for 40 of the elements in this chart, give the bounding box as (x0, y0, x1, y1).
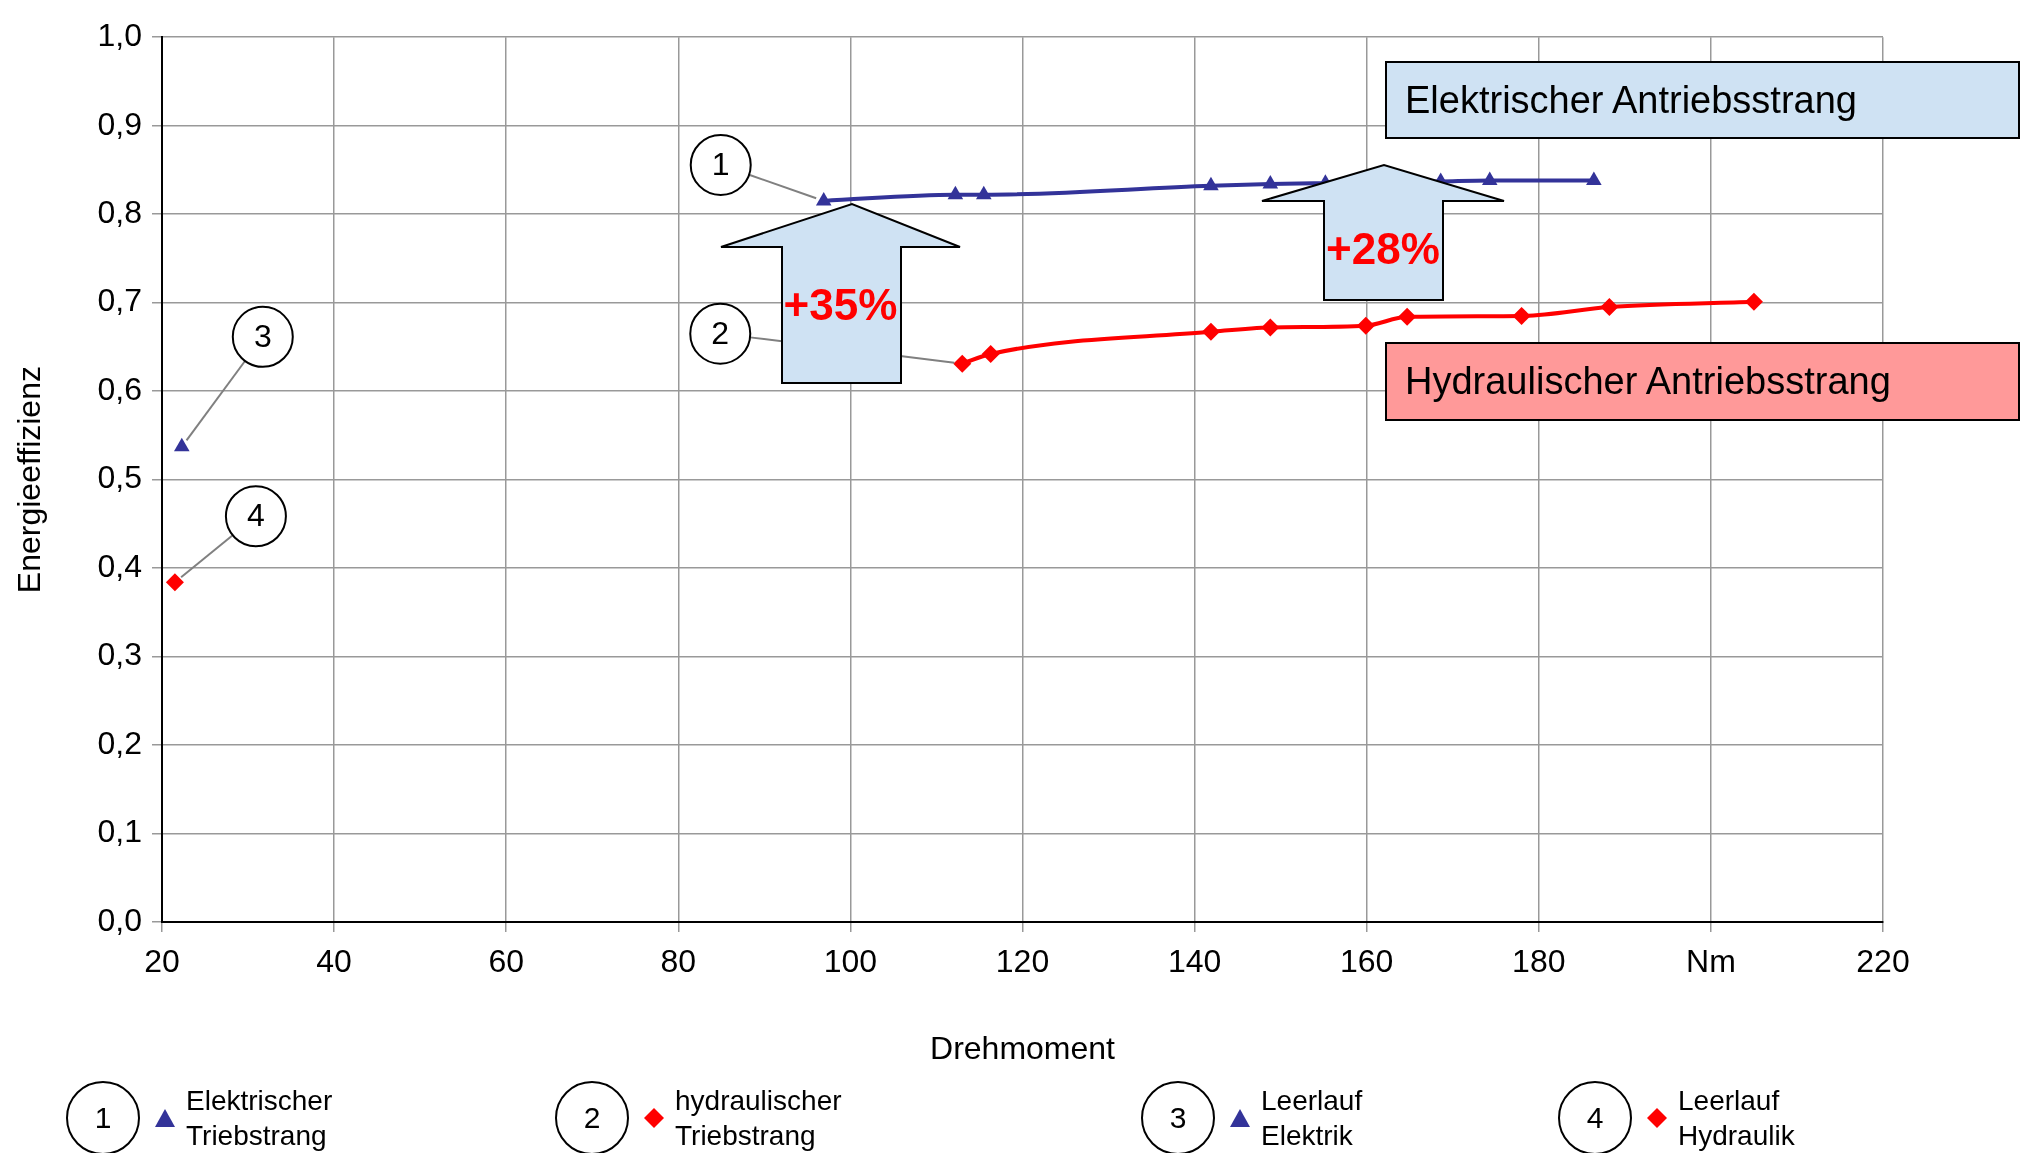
annotation: 2 (711, 314, 730, 351)
y-tick-label: 0,8 (97, 193, 142, 230)
y-tick-label: 0,3 (97, 636, 142, 673)
annotation: 4 (247, 497, 265, 534)
y-tick-label: 0,1 (97, 813, 142, 850)
x-tick-label: 100 (823, 943, 878, 980)
x-axis-title: Drehmoment (930, 1029, 1116, 1066)
annotation: +28% (1325, 223, 1441, 275)
circle-icon: 1 (66, 1081, 140, 1153)
x-tick-label: Nm (1686, 943, 1736, 980)
legend-label: hydraulischer Triebstrang (675, 1084, 843, 1153)
y-tick-label: 0,0 (97, 901, 142, 938)
x-tick-label: 180 (1512, 943, 1566, 980)
y-tick-label: 0,4 (97, 547, 142, 584)
annotation: 3 (253, 317, 272, 354)
annotation: Elektrischer Antriebsstrang (1405, 77, 1857, 123)
circle-icon: 4 (1558, 1081, 1632, 1153)
annotation: Hydraulischer Antriebsstrang (1405, 359, 1891, 404)
x-tick-label: 60 (488, 943, 524, 980)
x-tick-label: 40 (316, 943, 352, 980)
y-tick-label: 0,2 (97, 724, 142, 761)
legend-label: Elektrischer Triebstrang (186, 1084, 334, 1153)
circle-icon: 3 (1141, 1081, 1215, 1153)
annotation: +35% (783, 280, 898, 329)
y-tick-label: 0,6 (97, 370, 142, 407)
y-tick-label: 0,9 (97, 105, 142, 142)
circle-icon: 2 (555, 1081, 629, 1153)
y-tick-label: 1,0 (97, 17, 142, 54)
y-tick-label: 0,7 (97, 282, 142, 319)
x-tick-label: 120 (995, 943, 1050, 980)
y-tick-label: 0,5 (97, 459, 142, 496)
x-tick-label: 140 (1167, 943, 1222, 980)
legend-label: Leerlauf Elektrik (1261, 1084, 1364, 1153)
x-tick-label: 80 (660, 943, 697, 980)
annotation: 1 (711, 145, 730, 182)
x-tick-label: 160 (1340, 943, 1394, 980)
legend-label: Leerlauf Hydraulik (1678, 1084, 1796, 1153)
x-tick-label: 20 (144, 943, 180, 980)
x-tick-label: 220 (1856, 943, 1910, 980)
y-axis-title: Energieeffizienz (11, 366, 48, 594)
